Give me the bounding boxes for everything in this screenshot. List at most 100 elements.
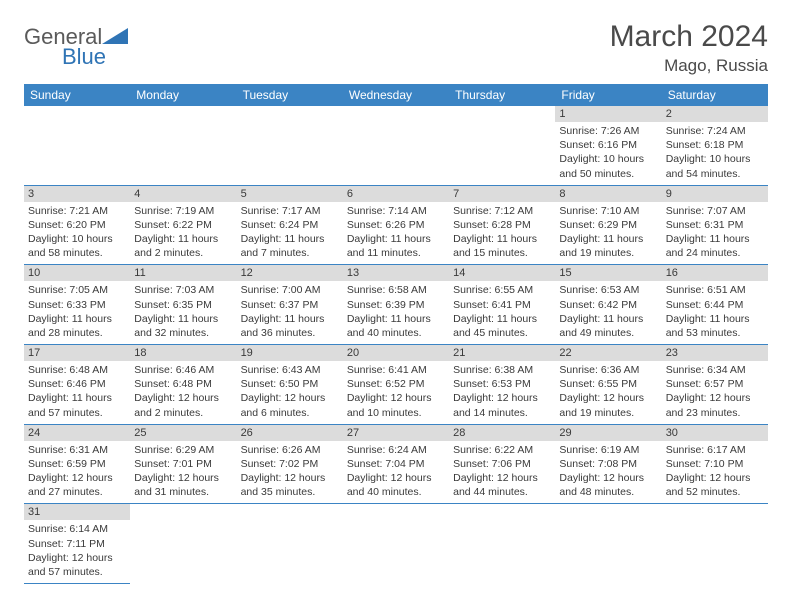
day-number: 27 (343, 425, 449, 441)
calendar-cell: 17Sunrise: 6:48 AMSunset: 6:46 PMDayligh… (24, 345, 130, 425)
sunset-text: Sunset: 6:22 PM (134, 218, 232, 232)
calendar-cell: 6Sunrise: 7:14 AMSunset: 6:26 PMDaylight… (343, 185, 449, 265)
sunrise-text: Sunrise: 7:26 AM (559, 124, 657, 138)
daylight-text: Daylight: 10 hours and 50 minutes. (559, 152, 657, 180)
sunset-text: Sunset: 7:02 PM (241, 457, 339, 471)
calendar-cell: 18Sunrise: 6:46 AMSunset: 6:48 PMDayligh… (130, 345, 236, 425)
calendar-cell (449, 504, 555, 584)
day-details: Sunrise: 7:00 AMSunset: 6:37 PMDaylight:… (237, 281, 343, 344)
day-details: Sunrise: 7:24 AMSunset: 6:18 PMDaylight:… (662, 122, 768, 185)
calendar-cell (343, 504, 449, 584)
daylight-text: Daylight: 11 hours and 49 minutes. (559, 312, 657, 340)
sunrise-text: Sunrise: 6:36 AM (559, 363, 657, 377)
sunrise-text: Sunrise: 6:22 AM (453, 443, 551, 457)
daylight-text: Daylight: 11 hours and 45 minutes. (453, 312, 551, 340)
sunset-text: Sunset: 6:24 PM (241, 218, 339, 232)
day-details: Sunrise: 6:22 AMSunset: 7:06 PMDaylight:… (449, 441, 555, 504)
day-details: Sunrise: 6:14 AMSunset: 7:11 PMDaylight:… (24, 520, 130, 583)
daylight-text: Daylight: 11 hours and 36 minutes. (241, 312, 339, 340)
day-number: 15 (555, 265, 661, 281)
sunrise-text: Sunrise: 7:17 AM (241, 204, 339, 218)
day-number: 21 (449, 345, 555, 361)
sunset-text: Sunset: 6:33 PM (28, 298, 126, 312)
calendar-cell: 20Sunrise: 6:41 AMSunset: 6:52 PMDayligh… (343, 345, 449, 425)
daylight-text: Daylight: 12 hours and 6 minutes. (241, 391, 339, 419)
day-number: 13 (343, 265, 449, 281)
daylight-text: Daylight: 11 hours and 28 minutes. (28, 312, 126, 340)
sunset-text: Sunset: 6:31 PM (666, 218, 764, 232)
page-title: March 2024 (610, 20, 768, 54)
calendar-cell: 12Sunrise: 7:00 AMSunset: 6:37 PMDayligh… (237, 265, 343, 345)
day-details: Sunrise: 7:26 AMSunset: 6:16 PMDaylight:… (555, 122, 661, 185)
calendar-cell: 24Sunrise: 6:31 AMSunset: 6:59 PMDayligh… (24, 424, 130, 504)
day-details: Sunrise: 6:48 AMSunset: 6:46 PMDaylight:… (24, 361, 130, 424)
sunset-text: Sunset: 6:29 PM (559, 218, 657, 232)
calendar-cell (130, 106, 236, 185)
weekday-header: Monday (130, 84, 236, 106)
day-number: 12 (237, 265, 343, 281)
calendar-cell: 4Sunrise: 7:19 AMSunset: 6:22 PMDaylight… (130, 185, 236, 265)
daylight-text: Daylight: 10 hours and 54 minutes. (666, 152, 764, 180)
day-details: Sunrise: 7:12 AMSunset: 6:28 PMDaylight:… (449, 202, 555, 265)
day-number: 11 (130, 265, 236, 281)
calendar-cell: 5Sunrise: 7:17 AMSunset: 6:24 PMDaylight… (237, 185, 343, 265)
sunset-text: Sunset: 7:04 PM (347, 457, 445, 471)
sunrise-text: Sunrise: 6:17 AM (666, 443, 764, 457)
day-details: Sunrise: 6:41 AMSunset: 6:52 PMDaylight:… (343, 361, 449, 424)
calendar-cell: 10Sunrise: 7:05 AMSunset: 6:33 PMDayligh… (24, 265, 130, 345)
daylight-text: Daylight: 12 hours and 44 minutes. (453, 471, 551, 499)
daylight-text: Daylight: 12 hours and 10 minutes. (347, 391, 445, 419)
sunset-text: Sunset: 6:20 PM (28, 218, 126, 232)
day-details: Sunrise: 6:31 AMSunset: 6:59 PMDaylight:… (24, 441, 130, 504)
weekday-header-row: Sunday Monday Tuesday Wednesday Thursday… (24, 84, 768, 106)
sunset-text: Sunset: 6:39 PM (347, 298, 445, 312)
day-details: Sunrise: 6:29 AMSunset: 7:01 PMDaylight:… (130, 441, 236, 504)
daylight-text: Daylight: 12 hours and 27 minutes. (28, 471, 126, 499)
sunset-text: Sunset: 6:28 PM (453, 218, 551, 232)
weekday-header: Friday (555, 84, 661, 106)
sunset-text: Sunset: 6:37 PM (241, 298, 339, 312)
calendar-row: 1Sunrise: 7:26 AMSunset: 6:16 PMDaylight… (24, 106, 768, 185)
calendar-cell: 9Sunrise: 7:07 AMSunset: 6:31 PMDaylight… (662, 185, 768, 265)
sunrise-text: Sunrise: 7:21 AM (28, 204, 126, 218)
day-details: Sunrise: 7:07 AMSunset: 6:31 PMDaylight:… (662, 202, 768, 265)
title-block: March 2024 Mago, Russia (610, 20, 768, 76)
day-details: Sunrise: 7:14 AMSunset: 6:26 PMDaylight:… (343, 202, 449, 265)
logo-text-blue: Blue (62, 44, 106, 70)
calendar-cell: 21Sunrise: 6:38 AMSunset: 6:53 PMDayligh… (449, 345, 555, 425)
calendar-cell: 27Sunrise: 6:24 AMSunset: 7:04 PMDayligh… (343, 424, 449, 504)
calendar-row: 10Sunrise: 7:05 AMSunset: 6:33 PMDayligh… (24, 265, 768, 345)
day-details: Sunrise: 6:36 AMSunset: 6:55 PMDaylight:… (555, 361, 661, 424)
weekday-header: Sunday (24, 84, 130, 106)
sunset-text: Sunset: 7:10 PM (666, 457, 764, 471)
calendar-cell: 19Sunrise: 6:43 AMSunset: 6:50 PMDayligh… (237, 345, 343, 425)
day-details: Sunrise: 6:58 AMSunset: 6:39 PMDaylight:… (343, 281, 449, 344)
sunset-text: Sunset: 7:08 PM (559, 457, 657, 471)
sunset-text: Sunset: 6:57 PM (666, 377, 764, 391)
day-details: Sunrise: 7:21 AMSunset: 6:20 PMDaylight:… (24, 202, 130, 265)
daylight-text: Daylight: 12 hours and 23 minutes. (666, 391, 764, 419)
calendar-cell: 2Sunrise: 7:24 AMSunset: 6:18 PMDaylight… (662, 106, 768, 185)
logo: GeneralBlue (24, 24, 134, 68)
day-number: 8 (555, 186, 661, 202)
calendar-cell (24, 106, 130, 185)
calendar-cell: 8Sunrise: 7:10 AMSunset: 6:29 PMDaylight… (555, 185, 661, 265)
sunset-text: Sunset: 6:26 PM (347, 218, 445, 232)
calendar-cell: 3Sunrise: 7:21 AMSunset: 6:20 PMDaylight… (24, 185, 130, 265)
weekday-header: Wednesday (343, 84, 449, 106)
calendar-row: 24Sunrise: 6:31 AMSunset: 6:59 PMDayligh… (24, 424, 768, 504)
day-number: 5 (237, 186, 343, 202)
weekday-header: Thursday (449, 84, 555, 106)
sunrise-text: Sunrise: 7:05 AM (28, 283, 126, 297)
calendar-cell (237, 504, 343, 584)
calendar-cell: 30Sunrise: 6:17 AMSunset: 7:10 PMDayligh… (662, 424, 768, 504)
sunset-text: Sunset: 6:18 PM (666, 138, 764, 152)
calendar-cell: 29Sunrise: 6:19 AMSunset: 7:08 PMDayligh… (555, 424, 661, 504)
sunrise-text: Sunrise: 6:38 AM (453, 363, 551, 377)
day-number: 3 (24, 186, 130, 202)
calendar-cell: 26Sunrise: 6:26 AMSunset: 7:02 PMDayligh… (237, 424, 343, 504)
day-details: Sunrise: 6:43 AMSunset: 6:50 PMDaylight:… (237, 361, 343, 424)
calendar-cell: 13Sunrise: 6:58 AMSunset: 6:39 PMDayligh… (343, 265, 449, 345)
calendar-cell (130, 504, 236, 584)
day-number: 7 (449, 186, 555, 202)
